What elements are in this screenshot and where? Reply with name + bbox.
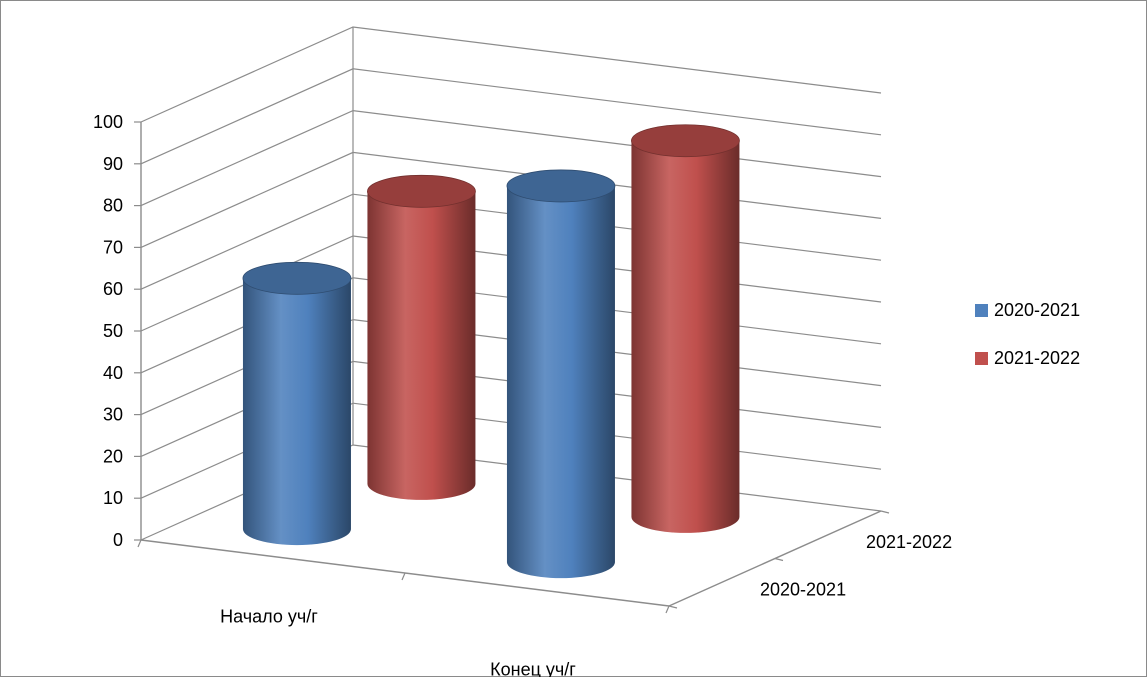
cylinder-top [506, 169, 616, 203]
y-tick-label: 70 [103, 237, 123, 257]
cylinder-top [242, 261, 352, 295]
y-tick-label: 10 [103, 488, 123, 508]
depth-axis-label: 2020-2021 [760, 579, 846, 599]
y-tick-label: 30 [103, 405, 123, 425]
cylinder-body [242, 278, 351, 546]
y-tick-label: 40 [103, 363, 123, 383]
cylinder-bar [506, 169, 616, 579]
legend-swatch [975, 352, 988, 365]
chart-axes [134, 121, 890, 614]
legend-label: 2021-2022 [994, 348, 1080, 368]
y-tick-label: 80 [103, 196, 123, 216]
x-tick-mark [137, 539, 142, 548]
legend: 2020-2021 2021-2022 [975, 300, 1080, 368]
x-tick-mark [401, 572, 406, 581]
cylinder-body [506, 185, 615, 579]
cylinder-top [367, 174, 476, 208]
cylinder-bars [242, 124, 740, 579]
depth-tick-mark [880, 510, 890, 514]
y-tick-label: 60 [103, 279, 123, 299]
depth-tick-mark [668, 605, 678, 609]
x-category-label: Конец уч/г [490, 660, 576, 677]
legend-swatch [975, 304, 988, 317]
cylinder-body [367, 191, 476, 500]
y-tick-label: 90 [103, 154, 123, 174]
cylinder-top [631, 124, 740, 158]
y-tick-label: 20 [103, 446, 123, 466]
gridline [140, 68, 882, 165]
cylinder-bar [242, 261, 352, 546]
depth-axis-label: 2021-2022 [866, 532, 952, 552]
cylinder-bar [367, 174, 476, 500]
gridline [140, 26, 882, 123]
axis-labels: 0 10 20 30 40 50 60 70 80 90 100 Начало уч/г Конец у… [93, 112, 952, 677]
y-tick-label: 0 [113, 530, 123, 550]
cylinder-body [631, 140, 740, 533]
legend-label: 2020-2021 [994, 300, 1080, 320]
cylinder-bar [631, 124, 740, 533]
y-tick-label: 50 [103, 321, 123, 341]
y-tick-label: 100 [93, 112, 123, 132]
x-category-label: Начало уч/г [220, 607, 318, 627]
depth-tick-mark [774, 557, 784, 562]
x-tick-mark [665, 605, 670, 614]
